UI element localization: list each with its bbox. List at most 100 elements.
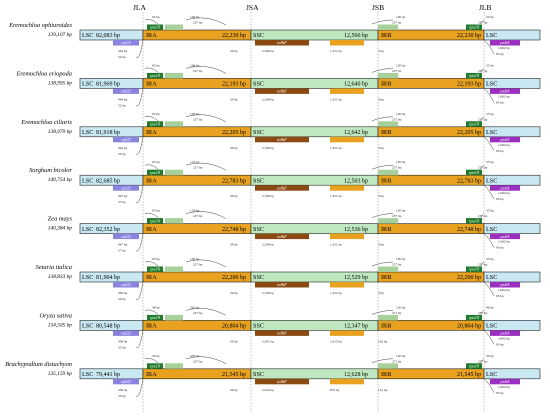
row-7-rpl22-label: rpl22 [121,331,132,336]
row-8-top-dist-2: 370 bp [190,354,200,358]
row-5-trna-gene-b [378,218,398,224]
row-7-top-arc-6 [479,310,485,315]
row-3-ndhf-gene [255,136,309,143]
row-4-rpl22-label: rpl22 [121,185,132,190]
row-2-irb-length: 22,193 bp [457,82,481,88]
row-8-bottom-dist-2: 23 bp [118,394,126,398]
row-5-irb-label: IRB [381,226,391,233]
junction-label-jsb: JSB [372,3,384,12]
row-8-lsc2-label: LSC [486,371,497,378]
row-2-bottom-dist-4: 2,199 bp [262,97,274,102]
junction-label-jlb: JLB [479,3,492,12]
row-2-species-name: Eremochloa eriopoda [15,70,72,77]
row-7-genome-size: 134,505 bp [48,322,73,328]
row-3-lsc2-label: LSC [486,129,497,136]
row-7-trna-gene-a [165,314,183,321]
row-2-trna-gene-b [378,72,398,79]
row-3-top-dist-7: 257 bp [478,117,488,121]
row-5-ira-length: 22,748 bp [222,227,246,233]
row-1-ndhf-label: ndhF [277,40,287,45]
row-1-bottom-dist-7: 1,062 bp [498,46,510,51]
row-5-bottom-dist-4: 2,199 bp [262,243,274,248]
row-2-rps19-label-b: rps19 [469,73,480,78]
row-8-bottom-dist-8: 93 bp [496,391,504,395]
row-5-psba-label: psbA [499,234,509,239]
row-7-rps19-gene-b [466,314,482,321]
row-5-ssc-label: SSC [253,226,264,233]
row-7-top-arc-4 [371,310,394,315]
row-4-top-arc-1 [144,164,159,170]
row-7-top-dist-4: 120 bp [396,305,406,309]
row-5-rps19-gene-a [147,218,163,224]
row-5-top-dist-5: 257 bp [392,214,402,218]
row-8-psba-label: psbA [499,379,509,384]
row-3-bottom-dist-2: 52 bp [118,152,126,156]
row-4-ir-fragment [330,185,364,191]
row-7-ssc-label: SSC [253,323,264,330]
row-3-bottom-arc-1 [135,136,144,155]
row-6-top-arc-2 [185,259,227,268]
row-1-top-dist-1: 93 bp [152,15,160,19]
row-4-psba-label: psbA [499,185,509,190]
row-2-ira-length: 22,193 bp [222,82,246,88]
row-4-top-arc-4 [371,164,394,170]
row-6-species-name: Setaria italica [36,264,72,271]
row-6-bottom-dist-7: 1,062 bp [498,288,510,293]
row-8-psba-gene [490,378,520,385]
row-8-bottom-dist-1: 456 bp [118,388,128,392]
row-2-top-arc-6 [479,68,485,73]
row-4-irb-label: IRB [381,177,391,184]
row-1-rps19-gene-a [147,24,163,30]
row-3-top-dist-2: 136 bp [190,112,200,116]
row-4-rps19-label-b: rps19 [469,170,480,175]
row-1-top-arc-4 [371,19,394,25]
row-1-bottom-dist-4: 2,199 bp [262,49,274,54]
row-7-ir-fragment [330,330,364,336]
row-4-top-dist-2: 133 bp [190,160,200,164]
row-2-rpl22-gene [113,88,139,94]
row-1-psba-label: psbA [499,40,509,45]
row-5-ira-label: IRA [146,226,157,233]
row-8-lsc-length: 79,441 bp [96,372,120,378]
row-7-top-dist-3: 227 bp [193,311,203,315]
row-6-bottom-arc-1 [135,281,144,300]
row-1-bottom-dist-1: 444 bp [118,49,128,53]
row-8-ira-length: 21,545 bp [222,372,246,378]
row-8-genome-size: 135,159 bp [48,371,73,377]
row-5-top-arc-2 [185,211,227,219]
row-3-rpl22-label: rpl22 [121,137,132,142]
row-4-bottom-arc-2 [483,185,495,200]
row-3-ir-fragment [330,136,364,143]
row-2-psba-gene [490,88,520,94]
row-6-top-dist-4: 120 bp [396,257,406,261]
row-3-top-dist-4: 120 bp [396,112,406,116]
row-7-bottom-dist-1: 456 bp [118,339,128,343]
row-8-bottom-dist-5: 873 bp [330,388,340,392]
row-4-rps19-label-a: rps19 [150,170,161,175]
row-5-top-dist-2: 133 bp [190,209,200,213]
row-2-rpl22-label: rpl22 [121,89,132,94]
row-2-ira-label: IRA [146,81,157,88]
row-4-trna-gene-b [378,169,398,176]
row-6-irb-length: 22,200 bp [457,275,481,281]
row-7-bottom-dist-5: 1,615 bp [330,339,342,344]
row-1-lsc2-label: LSC [486,32,497,39]
row-2-top-dist-4: 120 bp [396,63,406,67]
row-7-rps19-gene-a [147,314,163,321]
row-6-ssc-length: 12,529 bp [344,275,368,281]
row-6-bottom-dist-4: 2,199 bp [262,291,274,296]
row-5-irb-length: 22,748 bp [457,227,481,233]
row-4-bottom-dist-6: 3 bp [378,194,384,198]
row-5-top-arc-6 [479,213,485,218]
row-4-top-dist-7: 257 bp [478,166,488,170]
row-3-psba-gene [490,136,520,143]
row-3-irb-label: IRB [381,129,391,136]
row-3-bottom-dist-8: 93 bp [496,149,504,153]
row-3-lsc-length: 81,918 bp [96,130,120,136]
row-1-bottom-dist-3: 29 bp [230,49,238,53]
row-5-top-dist-1: 93 bp [152,209,160,213]
row-1-bottom-arc-2 [483,39,495,55]
row-3-trna-gene-b [378,121,398,127]
row-1-irb-length: 22,230 bp [457,33,481,39]
row-7-lsc-length: 80,548 bp [96,324,120,330]
